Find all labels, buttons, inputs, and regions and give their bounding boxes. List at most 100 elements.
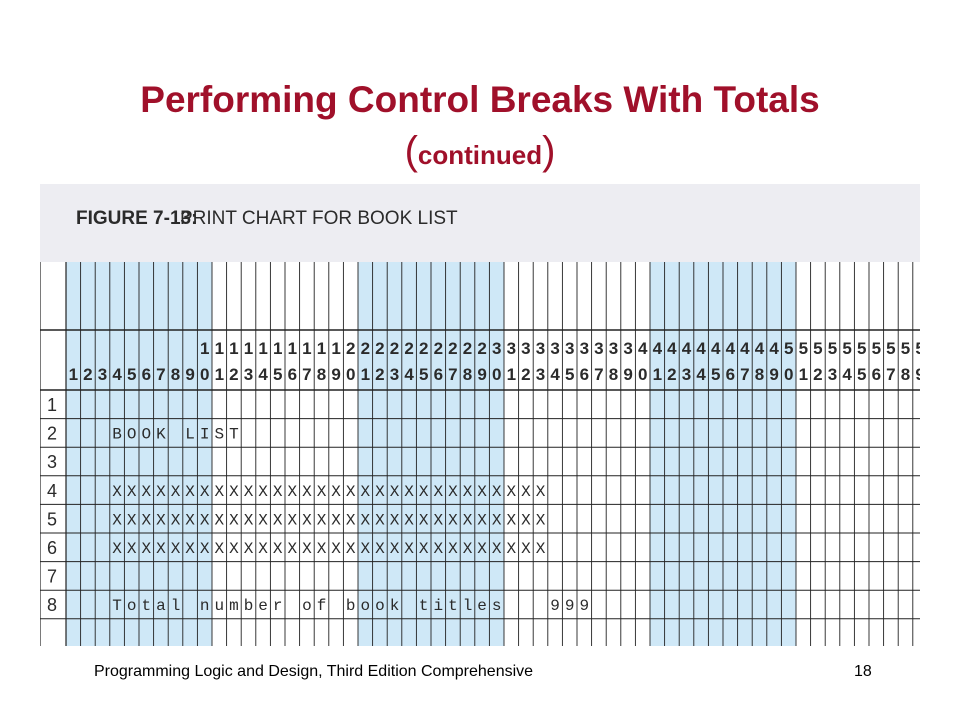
print-char: X xyxy=(492,511,502,529)
print-char: X xyxy=(448,483,458,501)
print-char: X xyxy=(360,511,370,529)
column-numbers: 1 2 3 4 5 6 7 8 91011121314151617181920212223242… xyxy=(69,339,920,384)
column-number-tens: 4 xyxy=(755,339,765,358)
print-char: X xyxy=(112,511,122,529)
print-char: X xyxy=(273,483,283,501)
print-char: u xyxy=(214,597,224,615)
print-char: X xyxy=(390,540,400,558)
print-char: X xyxy=(200,511,210,529)
print-char: 9 xyxy=(579,597,589,615)
print-char: X xyxy=(375,511,385,529)
print-char: X xyxy=(331,483,341,501)
column-number-tens: 5 xyxy=(842,339,851,358)
print-char: l xyxy=(463,597,473,615)
print-char: X xyxy=(390,483,400,501)
open-paren: ( xyxy=(404,129,418,173)
column-number-units: 0 xyxy=(346,365,355,384)
row-number: 2 xyxy=(47,424,57,444)
print-char: X xyxy=(185,483,195,501)
column-number-units: 0 xyxy=(492,365,501,384)
column-number-units: 9 xyxy=(331,365,340,384)
print-char: o xyxy=(375,597,385,615)
print-char: X xyxy=(536,483,546,501)
print-char: i xyxy=(433,597,443,615)
column-number-units: 1 xyxy=(653,365,662,384)
print-char: X xyxy=(463,511,473,529)
print-char: X xyxy=(404,540,414,558)
slide-title-line1: Performing Control Breaks With Totals xyxy=(140,79,820,120)
page-number: 18 xyxy=(854,663,872,680)
print-char: B xyxy=(112,426,122,444)
print-char: X xyxy=(112,540,122,558)
print-char: X xyxy=(360,483,370,501)
print-char: X xyxy=(433,483,443,501)
column-number-tens: 3 xyxy=(521,339,530,358)
column-number-units: 7 xyxy=(302,365,311,384)
print-char: X xyxy=(273,511,283,529)
column-number-units: 8 xyxy=(755,365,764,384)
print-char: m xyxy=(229,597,239,615)
print-char: O xyxy=(141,426,151,444)
column-number-units: 5 xyxy=(273,365,282,384)
row-number: 3 xyxy=(47,452,57,472)
column-number-units: 6 xyxy=(142,365,151,384)
print-char: 9 xyxy=(550,597,560,615)
print-char: X xyxy=(141,540,151,558)
print-char: X xyxy=(244,483,254,501)
print-char: X xyxy=(506,483,516,501)
column-number-tens: 4 xyxy=(769,339,779,358)
column-number-tens: 1 xyxy=(331,339,340,358)
column-number-tens: 1 xyxy=(273,339,282,358)
print-char: X xyxy=(375,483,385,501)
figure-label: FIGURE 7-13: xyxy=(76,208,197,229)
column-number-units: 6 xyxy=(288,365,297,384)
print-char: X xyxy=(171,483,181,501)
column-number-tens: 3 xyxy=(550,339,559,358)
column-number-tens: 2 xyxy=(361,339,370,358)
column-number-units: 4 xyxy=(404,365,414,384)
print-char: X xyxy=(448,511,458,529)
column-number-tens: 4 xyxy=(682,339,692,358)
print-char: O xyxy=(127,426,137,444)
print-char: X xyxy=(346,511,356,529)
column-number-units: 3 xyxy=(98,365,107,384)
print-char: X xyxy=(200,540,210,558)
column-number-tens: 2 xyxy=(463,339,472,358)
column-number-tens: 4 xyxy=(740,339,750,358)
print-char: X xyxy=(492,483,502,501)
column-number-units: 1 xyxy=(215,365,224,384)
print-char: X xyxy=(433,511,443,529)
column-number-tens: 3 xyxy=(565,339,574,358)
column-number-tens: 2 xyxy=(346,339,355,358)
column-number-units: 3 xyxy=(682,365,691,384)
print-char: X xyxy=(506,511,516,529)
column-number-tens: 1 xyxy=(288,339,297,358)
row-number: 6 xyxy=(47,538,57,558)
print-char: X xyxy=(331,540,341,558)
print-char: X xyxy=(404,483,414,501)
print-char: S xyxy=(214,426,224,444)
column-number-tens: 1 xyxy=(229,339,238,358)
column-number-units: 4 xyxy=(258,365,268,384)
print-char: X xyxy=(536,511,546,529)
print-char: K xyxy=(156,426,166,444)
row-number: 1 xyxy=(47,395,57,415)
column-number-units: 1 xyxy=(507,365,516,384)
column-number-units: 5 xyxy=(565,365,574,384)
print-char: X xyxy=(273,540,283,558)
print-char: X xyxy=(229,540,239,558)
column-number-tens: 3 xyxy=(536,339,545,358)
print-grid xyxy=(40,262,920,646)
print-char: X xyxy=(287,540,297,558)
print-char: X xyxy=(346,540,356,558)
print-char: X xyxy=(448,540,458,558)
print-char: X xyxy=(521,511,531,529)
row-number: 8 xyxy=(47,595,57,615)
column-number-tens: 5 xyxy=(828,339,837,358)
print-char: X xyxy=(185,540,195,558)
print-char: X xyxy=(536,540,546,558)
column-number-units: 9 xyxy=(915,365,920,384)
column-number-units: 2 xyxy=(813,365,822,384)
print-rows: B O O K L I S TX X X X X X X X X X X X X X X X X X X X X X X X X X X X X XX X… xyxy=(112,426,589,616)
print-char: X xyxy=(287,483,297,501)
